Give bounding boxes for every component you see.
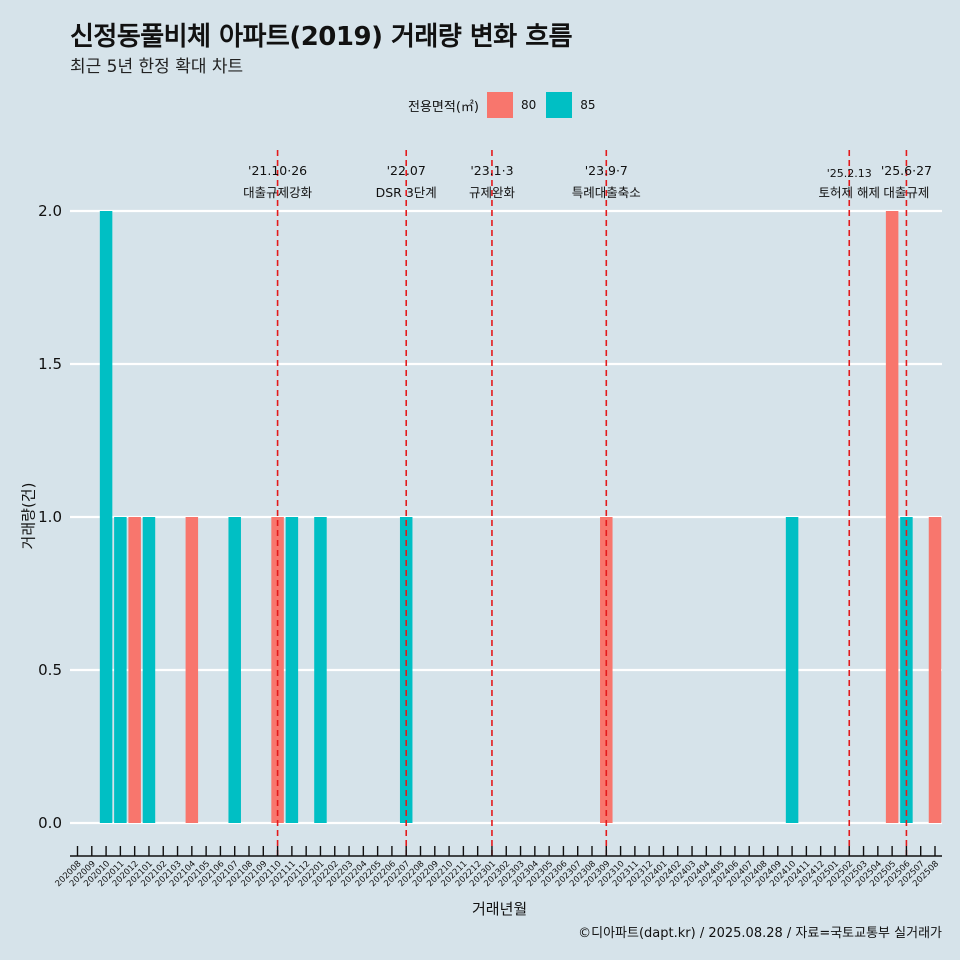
- bar-80-202505: [885, 211, 899, 823]
- x-axis-label: 거래년월: [472, 900, 528, 918]
- chart-subtitle: 최근 5년 한정 확대 차트: [70, 57, 244, 77]
- bar-85-202010: [99, 211, 113, 823]
- event-description-label: DSR 3단계: [376, 185, 437, 200]
- y-tick-label: 0.5: [38, 661, 62, 679]
- event-description-label: 토허제 해제: [819, 185, 880, 200]
- legend-title: 전용면적(㎡): [408, 99, 479, 115]
- event-description-label: 규제완화: [469, 185, 516, 200]
- chart-title: 신정동풀비체 아파트(2019) 거래량 변화 흐름: [70, 22, 573, 52]
- event-date-label: '23.9·7: [585, 163, 628, 178]
- legend: 전용면적(㎡) 80 85: [408, 92, 606, 118]
- bar-85-202201: [314, 517, 327, 823]
- event-date-label: '23.1·3: [470, 163, 513, 178]
- bar-85-202011: [114, 517, 127, 823]
- bar-85-202111: [285, 517, 299, 823]
- bar-85-202410: [785, 517, 799, 823]
- event-description-label: 특례대출축소: [572, 185, 641, 200]
- y-tick-label: 0.0: [38, 814, 62, 832]
- legend-swatch-80: [486, 92, 513, 118]
- legend-label-80: 80: [520, 98, 537, 112]
- event-date-label: '22.07: [387, 163, 426, 178]
- event-date-label: '21.10·26: [248, 163, 307, 178]
- event-date-label: '25.6·27: [881, 163, 932, 178]
- bar-80-202104: [185, 517, 199, 823]
- y-tick-label: 2.0: [38, 202, 62, 220]
- y-axis-label: 거래량(건): [19, 482, 38, 550]
- source-caption: ©디아파트(dapt.kr) / 2025.08.28 / 자료=국토교통부 실…: [578, 926, 942, 941]
- bar-85-202107: [228, 517, 241, 823]
- event-description-label: 대출규제: [883, 185, 929, 200]
- bar-85-202101: [142, 517, 156, 823]
- legend-swatch-85: [546, 92, 573, 118]
- legend-label-85: 85: [580, 98, 596, 112]
- event-description-label: 대출규제강화: [243, 185, 313, 200]
- event-date-label: '25.2.13: [827, 167, 872, 180]
- bar-80-202508: [928, 517, 942, 823]
- bar-80-202012: [128, 517, 141, 823]
- y-tick-label: 1.0: [38, 508, 62, 526]
- y-tick-label: 1.5: [38, 355, 62, 373]
